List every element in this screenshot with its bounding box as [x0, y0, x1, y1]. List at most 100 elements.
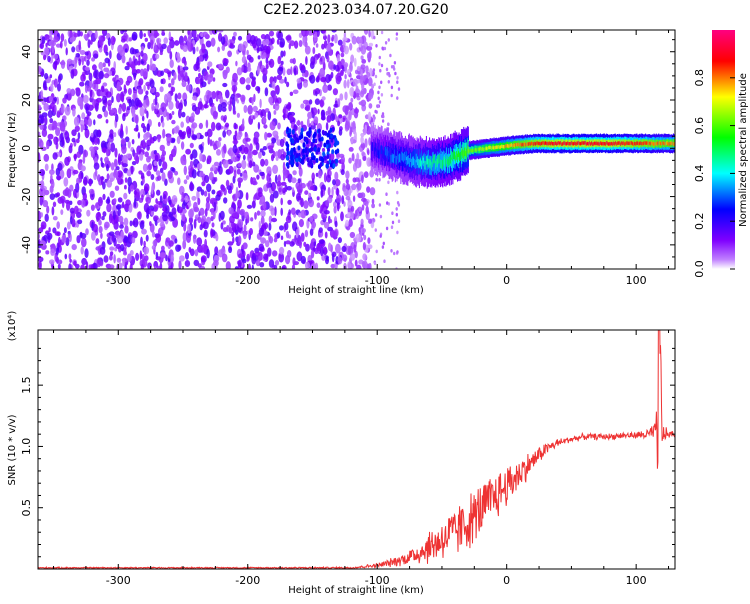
spectrogram-noise-cell [337, 256, 343, 265]
spectrogram-noise-cell [217, 30, 224, 33]
spectrogram-ridge-cell [497, 145, 499, 149]
spectrogram-noise-cell [104, 156, 109, 163]
colorbar-tick-label: 0.6 [693, 117, 706, 135]
spectrogram-noise-cell [209, 139, 213, 147]
snr-xtick-label: 0 [503, 574, 510, 587]
spectrogram-ridge-cell [659, 141, 661, 145]
spectrogram-ridge-cell [550, 141, 552, 146]
spectrogram-noise-cell [378, 177, 381, 182]
spectrogram-noise-cell [88, 178, 92, 187]
spectrogram-noise-cell [274, 206, 277, 217]
spectrogram-noise-cell [320, 57, 323, 62]
spectrogram-noise-cell [98, 226, 103, 234]
spectrogram-noise-cell [237, 199, 242, 209]
spectrogram-noise-cell [60, 195, 66, 204]
spectrogram-ridge-cell [461, 146, 463, 156]
spectrogram-ridge-cell [494, 146, 496, 150]
spectrogram-noise-cell [153, 32, 160, 37]
spectrogram-ridge-cell [601, 142, 603, 146]
spectrogram-ridge-cell [446, 155, 448, 165]
spectrogram-ridge-cell [432, 158, 434, 168]
spectrogram-noise-cell [238, 219, 244, 228]
spectrogram-noise-cell [173, 126, 180, 134]
spectrogram-noise-cell [153, 215, 159, 221]
spectrogram-noise-cell [336, 194, 342, 204]
spectrogram-noise-cell [328, 170, 332, 177]
spectrogram-noise-cell [145, 234, 149, 242]
spectrogram-ridge-cell [423, 155, 425, 176]
spectrogram-noise-cell [180, 141, 185, 150]
spectrogram-noise-cell [377, 90, 380, 95]
spectrogram-noise-cell [393, 251, 396, 256]
spectrogram-noise-cell [133, 127, 139, 132]
spectrogram-noise-cell [280, 60, 284, 65]
spectrogram-ridge-cell [397, 154, 399, 164]
spectrogram-noise-cell [84, 84, 88, 94]
spectrogram-ridge-cell [450, 154, 452, 164]
spectrogram-noise-cell [145, 97, 149, 106]
spectrogram-noise-cell [177, 92, 182, 100]
spectrogram-noise-cell [168, 113, 172, 120]
spectrogram-ridge-cell [524, 141, 526, 146]
spectrogram-noise-cell [294, 40, 299, 49]
spectrogram-noise-cell [335, 158, 339, 164]
spectrogram-noise-cell [153, 160, 158, 167]
spectrogram-noise-cell [69, 215, 73, 225]
spectrogram-noise-cell [305, 56, 308, 65]
spectrogram-noise-cell [378, 55, 381, 60]
spectrogram-noise-cell [192, 234, 197, 244]
spectrogram-noise-cell [155, 233, 162, 243]
spectrogram-ridge-cell [535, 142, 537, 146]
spectrogram-noise-cell [274, 260, 280, 266]
spectrogram-noise-cell [327, 42, 331, 52]
spectrogram-noise-cell [95, 238, 100, 245]
spectrogram-noise-cell [390, 249, 393, 253]
snr-ytick-label: 0.5 [20, 499, 33, 517]
spectrogram-noise-cell [45, 250, 50, 255]
spectrogram-noise-cell [72, 107, 76, 117]
spectrogram-noise-cell [123, 84, 127, 92]
spectrogram-ridge-cell [564, 141, 566, 145]
spectrogram-ridge-cell [567, 141, 569, 145]
spectrogram-noise-cell [157, 265, 161, 269]
spectrogram-noise-cell [146, 123, 150, 132]
spectrogram-noise-cell [341, 245, 347, 253]
spectrogram-ridge-cell [406, 156, 408, 166]
spectrogram-noise-cell [150, 86, 156, 94]
spectrogram-noise-cell [168, 211, 173, 218]
spectrogram-noise-cell [308, 198, 314, 208]
spectrogram-noise-cell [277, 56, 282, 65]
spectrogram-noise-cell [266, 166, 272, 176]
spectrogram-noise-cell [217, 249, 224, 258]
spectrogram-noise-cell [312, 138, 316, 144]
spectrogram-noise-cell [51, 206, 55, 216]
spectrogram-noise-cell [256, 38, 262, 47]
spectrogram-noise-cell [200, 32, 204, 38]
spectrogram-noise-cell [235, 186, 239, 195]
spectrogram-noise-cell [285, 230, 290, 239]
spectrogram-ylabel: Frequency (Hz) [7, 112, 18, 188]
spectrogram-ridge-cell [596, 142, 598, 146]
spectrogram-noise-cell [78, 40, 81, 51]
spectrogram-noise-cell [310, 146, 314, 152]
spectrogram-noise-cell [390, 225, 394, 229]
spectrogram-noise-cell [206, 94, 210, 100]
spectrogram-ridge-cell [585, 141, 587, 145]
spectrogram-ridge-cell [648, 141, 650, 145]
spectrogram-ridge-cell [581, 141, 583, 145]
spectrogram-noise-cell [69, 30, 73, 39]
spectrogram-noise-cell [290, 207, 296, 215]
spectrogram-noise-cell [63, 177, 69, 187]
spectrogram-ridge-cell [638, 142, 640, 146]
spectrogram-noise-cell [325, 122, 329, 131]
spectrogram-noise-cell [260, 210, 266, 218]
spectrogram-ridge-cell [460, 150, 462, 160]
spectrogram-noise-cell [188, 208, 194, 219]
spectrogram-noise-cell [266, 173, 271, 183]
spectrogram-noise-cell [41, 128, 48, 138]
spectrogram-noise-cell [116, 93, 121, 103]
spectrogram-noise-cell [360, 192, 366, 199]
spectrogram-noise-cell [285, 255, 291, 265]
spectrogram-ridge-cell [470, 148, 472, 153]
spectrogram-noise-cell [79, 50, 86, 55]
